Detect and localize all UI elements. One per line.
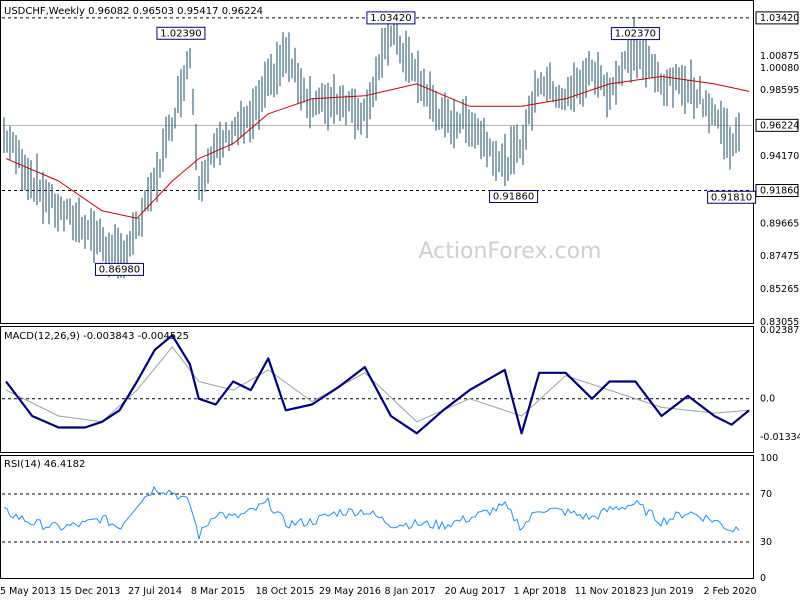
annotation-label-4: 0.91860 bbox=[493, 192, 534, 203]
annotation-label-3: 0.86980 bbox=[99, 264, 140, 275]
annotation-box-5 bbox=[707, 190, 757, 204]
annotation-box-3 bbox=[94, 262, 144, 276]
price-y-tick-4: 0.96224 bbox=[760, 120, 799, 131]
x-tick-10: 23 Jun 2019 bbox=[636, 586, 693, 597]
macd-y-tick-0: 0.023873 bbox=[760, 325, 800, 336]
macd-y-tick-2: -0.013346 bbox=[760, 432, 800, 443]
annotation-box-0 bbox=[156, 26, 206, 40]
annotation-box-2 bbox=[610, 27, 660, 41]
rsi-y-tick-2: 30 bbox=[760, 537, 772, 548]
y-tick-box-4 bbox=[755, 118, 799, 132]
annotation-label-1: 1.03420 bbox=[370, 13, 411, 24]
macd-layer bbox=[2, 334, 752, 435]
x-tick-7: 20 Aug 2017 bbox=[445, 586, 506, 597]
y-tick-box-6 bbox=[755, 184, 799, 198]
price-y-tick-9: 0.85265 bbox=[760, 284, 799, 295]
price-y-tick-10: 0.83055 bbox=[760, 317, 799, 328]
price-y-tick-6: 0.91860 bbox=[760, 186, 799, 197]
price-layer: 1.02390 1.03420 1.02370 0.86980 0.91860 0.918… bbox=[2, 11, 757, 279]
x-tick-2: 27 Jul 2014 bbox=[128, 586, 182, 597]
annotation-label-5: 0.91810 bbox=[711, 192, 752, 203]
annotation-label-0: 1.02390 bbox=[160, 28, 201, 39]
price-y-tick-2: 1.00080 bbox=[760, 63, 799, 74]
x-tick-9: 11 Nov 2018 bbox=[575, 586, 636, 597]
rsi-y-tick-1: 70 bbox=[760, 489, 772, 500]
price-y-tick-5: 0.94170 bbox=[760, 151, 799, 162]
macd-title: MACD(12,26,9) -0.003843 -0.004525 bbox=[4, 331, 189, 342]
rsi-y-tick-3: 0 bbox=[760, 573, 766, 584]
x-tick-5: 29 May 2016 bbox=[319, 586, 381, 597]
price-y-tick-3: 0.98595 bbox=[760, 85, 799, 96]
annotation-label-2: 1.02370 bbox=[615, 29, 656, 40]
price-y-tick-8: 0.87475 bbox=[760, 251, 799, 262]
price-y-tick-1: 1.00875 bbox=[760, 51, 799, 62]
moving-average-line bbox=[5, 75, 750, 219]
x-tick-8: 1 Apr 2018 bbox=[514, 586, 567, 597]
macd-line bbox=[5, 334, 750, 435]
rsi-title: RSI(14) 46.4182 bbox=[4, 459, 85, 470]
price-title: USDCHF,Weekly 0.96082 0.96503 0.95417 0.… bbox=[4, 6, 263, 17]
rsi-y-tick-0: 100 bbox=[760, 453, 778, 464]
y-tick-box-0 bbox=[755, 11, 799, 25]
annotation-box-4 bbox=[489, 190, 539, 204]
price-y-tick-0: 1.03420 bbox=[760, 13, 799, 24]
price-y-tick-7: 0.89665 bbox=[760, 218, 799, 229]
rsi-line bbox=[3, 485, 740, 540]
x-tick-11: 2 Feb 2020 bbox=[703, 586, 756, 597]
rsi-layer bbox=[2, 485, 752, 543]
watermark: ActionForex.com bbox=[419, 239, 602, 264]
x-tick-0: 5 May 2013 bbox=[0, 586, 56, 597]
x-tick-3: 8 Mar 2015 bbox=[191, 586, 245, 597]
annotation-box-1 bbox=[366, 11, 416, 25]
macd-y-tick-1: 0.0 bbox=[760, 394, 775, 405]
x-tick-1: 15 Dec 2013 bbox=[60, 586, 121, 597]
x-tick-6: 8 Jan 2017 bbox=[385, 586, 436, 597]
x-tick-4: 18 Oct 2015 bbox=[256, 586, 315, 597]
